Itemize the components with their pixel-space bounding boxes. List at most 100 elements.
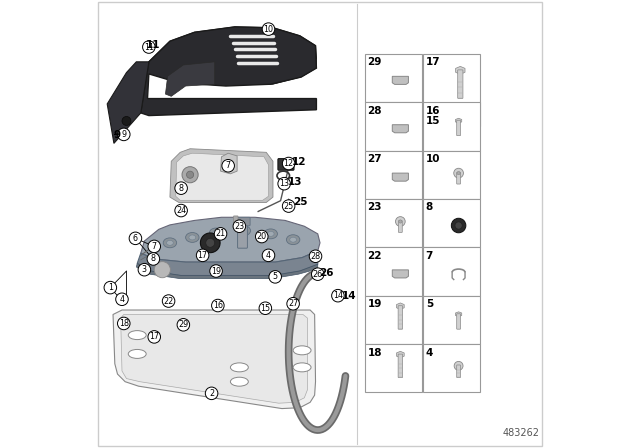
Polygon shape: [392, 125, 408, 133]
Ellipse shape: [264, 229, 278, 239]
Polygon shape: [397, 351, 404, 358]
FancyBboxPatch shape: [365, 296, 422, 344]
Ellipse shape: [241, 228, 247, 233]
Circle shape: [255, 230, 268, 243]
Text: 20: 20: [257, 232, 267, 241]
Circle shape: [454, 168, 463, 178]
Polygon shape: [392, 76, 408, 84]
Polygon shape: [456, 312, 461, 317]
Circle shape: [399, 220, 402, 223]
Polygon shape: [141, 27, 316, 116]
Polygon shape: [226, 58, 316, 84]
Circle shape: [210, 265, 222, 277]
Text: 16: 16: [426, 106, 440, 116]
Text: 5: 5: [273, 272, 278, 281]
Ellipse shape: [290, 237, 296, 242]
Text: 9: 9: [114, 130, 121, 140]
Text: 28: 28: [367, 106, 382, 116]
Ellipse shape: [128, 349, 146, 358]
Text: 28: 28: [310, 252, 321, 261]
Text: 27: 27: [367, 154, 382, 164]
Circle shape: [143, 41, 155, 53]
Polygon shape: [397, 303, 404, 310]
Polygon shape: [176, 153, 269, 200]
FancyBboxPatch shape: [365, 102, 422, 151]
Text: 17: 17: [198, 251, 208, 260]
Text: 14: 14: [333, 291, 343, 300]
Circle shape: [118, 128, 130, 141]
Ellipse shape: [293, 346, 311, 355]
FancyBboxPatch shape: [423, 199, 481, 247]
Circle shape: [332, 289, 344, 302]
Text: 10: 10: [264, 25, 273, 34]
Text: 17: 17: [426, 57, 440, 67]
Text: 12: 12: [292, 157, 307, 167]
Circle shape: [177, 319, 189, 331]
Text: 4: 4: [120, 295, 125, 304]
FancyBboxPatch shape: [278, 159, 294, 170]
Text: 483262: 483262: [502, 428, 540, 438]
Circle shape: [222, 159, 234, 172]
Circle shape: [175, 204, 188, 217]
Text: 15: 15: [260, 304, 271, 313]
FancyBboxPatch shape: [399, 221, 403, 233]
Circle shape: [455, 222, 462, 229]
Polygon shape: [456, 118, 461, 123]
Text: 7: 7: [152, 242, 157, 251]
FancyBboxPatch shape: [457, 172, 461, 184]
FancyBboxPatch shape: [365, 151, 422, 199]
Circle shape: [262, 249, 275, 262]
FancyBboxPatch shape: [458, 70, 463, 99]
Circle shape: [129, 232, 141, 245]
FancyBboxPatch shape: [365, 344, 422, 392]
FancyBboxPatch shape: [423, 102, 481, 151]
Ellipse shape: [287, 235, 300, 245]
Ellipse shape: [166, 240, 173, 246]
Circle shape: [163, 295, 175, 307]
Polygon shape: [456, 66, 465, 74]
FancyBboxPatch shape: [457, 120, 461, 136]
Ellipse shape: [163, 238, 177, 248]
Ellipse shape: [268, 231, 274, 237]
Ellipse shape: [186, 233, 199, 242]
Circle shape: [282, 200, 295, 212]
Circle shape: [262, 23, 275, 35]
Circle shape: [154, 262, 170, 278]
Polygon shape: [149, 27, 316, 75]
Text: 12: 12: [284, 159, 294, 168]
Circle shape: [212, 299, 224, 312]
Circle shape: [118, 317, 130, 330]
Circle shape: [182, 167, 198, 183]
Text: 13: 13: [288, 177, 302, 187]
Circle shape: [278, 177, 291, 190]
Circle shape: [200, 233, 220, 253]
Text: 6: 6: [133, 234, 138, 243]
Text: 19: 19: [367, 299, 382, 309]
Text: 15: 15: [426, 116, 440, 125]
FancyBboxPatch shape: [365, 199, 422, 247]
Polygon shape: [165, 62, 215, 96]
Text: 23: 23: [367, 202, 382, 212]
Circle shape: [148, 331, 161, 343]
FancyBboxPatch shape: [235, 217, 250, 226]
Ellipse shape: [293, 363, 311, 372]
Text: 7: 7: [426, 251, 433, 261]
Text: 4: 4: [266, 251, 271, 260]
FancyBboxPatch shape: [423, 344, 481, 392]
Polygon shape: [141, 217, 320, 262]
Text: 25: 25: [284, 202, 294, 211]
FancyBboxPatch shape: [423, 151, 481, 199]
Text: 3: 3: [142, 265, 147, 274]
Circle shape: [147, 253, 159, 265]
FancyBboxPatch shape: [423, 247, 481, 296]
FancyBboxPatch shape: [457, 314, 461, 329]
Circle shape: [457, 172, 460, 175]
FancyBboxPatch shape: [457, 365, 461, 378]
Polygon shape: [136, 263, 317, 279]
Polygon shape: [392, 173, 408, 181]
Circle shape: [287, 297, 300, 310]
Ellipse shape: [230, 363, 248, 372]
Circle shape: [396, 217, 405, 226]
Text: 24: 24: [176, 206, 186, 215]
Text: 27: 27: [288, 299, 298, 308]
